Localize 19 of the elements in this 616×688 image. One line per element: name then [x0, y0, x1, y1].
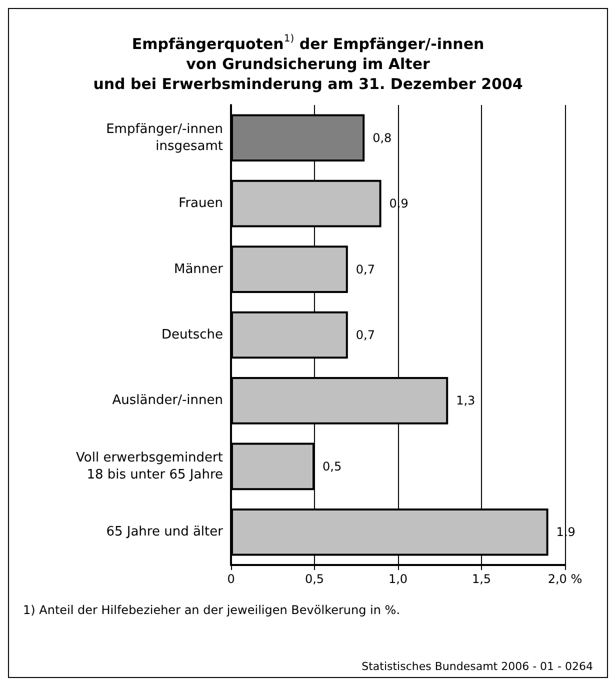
data-label: 0,7: [356, 262, 375, 276]
y-tick-label: 65 Jahre und älter: [106, 524, 224, 540]
x-tick-label: 2,0 %: [548, 572, 582, 586]
y-tick-label: Ausländer/-innen: [112, 393, 223, 408]
x-tick-label: 0: [227, 572, 235, 586]
x-tick-label: 1,5: [472, 572, 492, 586]
y-tick-label: Deutsche: [161, 328, 223, 342]
text: Statistisches Bundesamt 2006 - 01 - 0264: [362, 660, 594, 673]
y-tick-label: Frauen: [178, 196, 223, 212]
y-tick-label: Männer: [174, 262, 224, 277]
x-tick-label: 1,0: [388, 572, 408, 586]
y-tick-label: Empfänger/-innen insgesamt: [106, 122, 223, 154]
data-label: 0,8: [372, 130, 392, 145]
data-label: 1,3: [456, 394, 476, 408]
x-tick-label: 0,5: [304, 572, 324, 586]
text: 1) Anteil der Hilfebezieher an der jeweiligen Bevölkerung in %.: [23, 603, 400, 617]
data-label: 0,5: [322, 459, 342, 474]
data-label: 0,7: [356, 328, 375, 342]
y-tick-label: Voll erwerbsgemindert 18 bis unter 65 Jahre: [76, 450, 223, 482]
